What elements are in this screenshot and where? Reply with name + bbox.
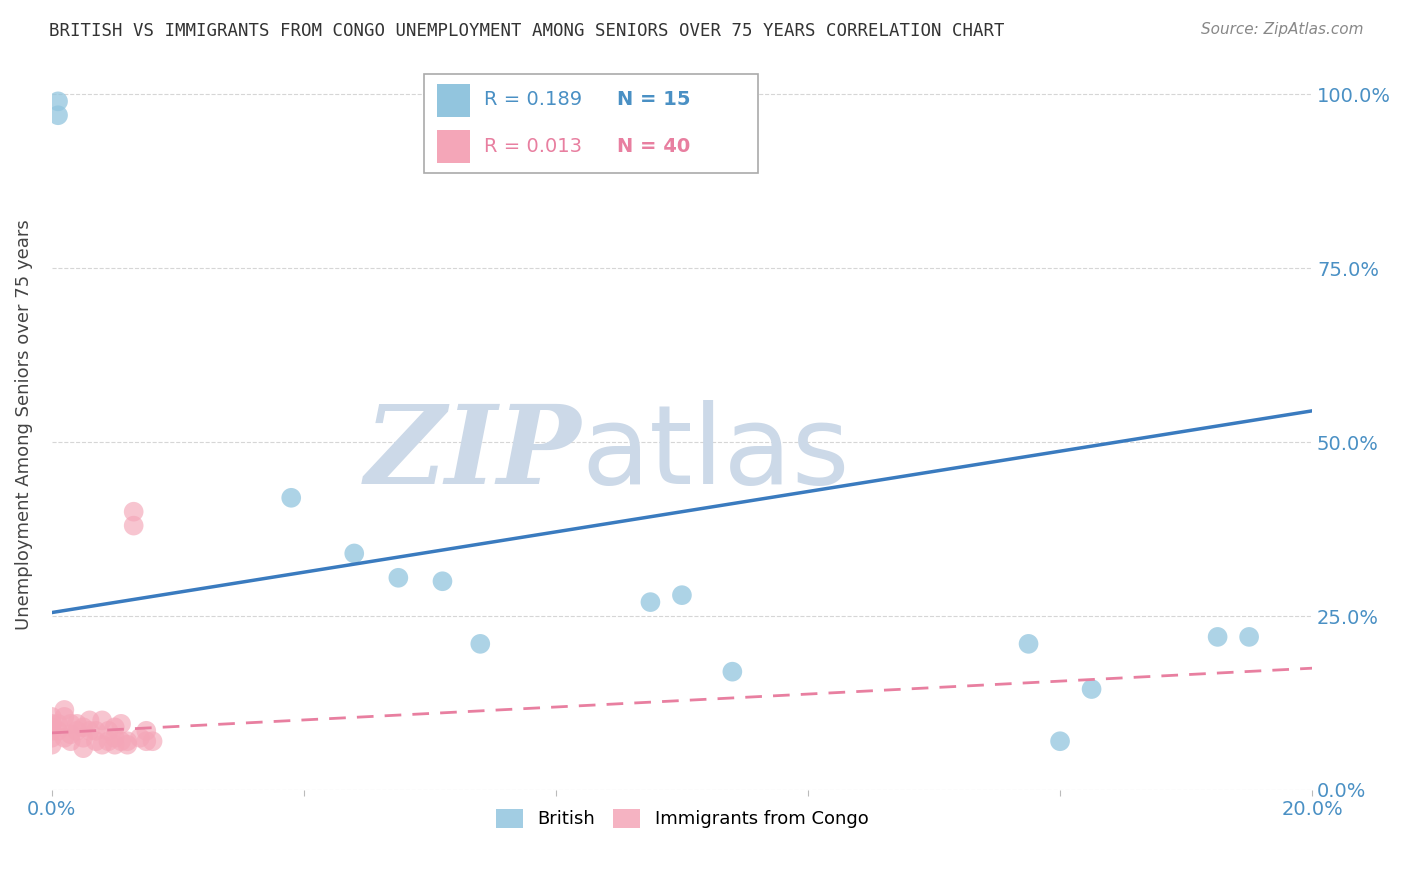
Point	[41, 738, 63, 752]
Point	[343, 546, 366, 560]
Text: ZIP: ZIP	[364, 401, 581, 508]
Y-axis label: Unemployment Among Seniors over 75 years: Unemployment Among Seniors over 75 years	[15, 219, 32, 630]
Legend: British, Immigrants from Congo: British, Immigrants from Congo	[488, 802, 876, 836]
Point	[66, 723, 89, 738]
Point	[721, 665, 744, 679]
Point	[53, 731, 76, 745]
Point	[387, 571, 409, 585]
Point	[129, 731, 152, 745]
Point	[79, 714, 101, 728]
Point	[110, 734, 132, 748]
Point	[432, 574, 454, 589]
Point	[72, 720, 94, 734]
Point	[84, 723, 107, 738]
Point	[41, 723, 63, 738]
Point	[280, 491, 302, 505]
Point	[117, 734, 139, 748]
Point	[135, 723, 157, 738]
Text: atlas: atlas	[581, 401, 849, 508]
Point	[104, 731, 127, 745]
Point	[41, 710, 63, 724]
Point	[640, 595, 662, 609]
Text: BRITISH VS IMMIGRANTS FROM CONGO UNEMPLOYMENT AMONG SENIORS OVER 75 YEARS CORREL: BRITISH VS IMMIGRANTS FROM CONGO UNEMPLO…	[49, 22, 1005, 40]
Point	[122, 505, 145, 519]
Point	[1018, 637, 1040, 651]
Point	[46, 108, 69, 122]
Point	[1206, 630, 1229, 644]
Point	[41, 720, 63, 734]
Point	[671, 588, 693, 602]
Text: Source: ZipAtlas.com: Source: ZipAtlas.com	[1201, 22, 1364, 37]
Point	[91, 714, 114, 728]
Point	[110, 716, 132, 731]
Point	[59, 716, 82, 731]
Point	[79, 723, 101, 738]
Point	[122, 518, 145, 533]
Point	[66, 716, 89, 731]
Point	[142, 734, 165, 748]
Point	[41, 731, 63, 745]
Point	[53, 703, 76, 717]
Point	[53, 710, 76, 724]
Point	[1049, 734, 1071, 748]
Point	[104, 720, 127, 734]
Point	[72, 741, 94, 756]
Point	[135, 734, 157, 748]
Point	[59, 727, 82, 741]
Point	[470, 637, 492, 651]
Point	[46, 723, 69, 738]
Point	[117, 738, 139, 752]
Point	[97, 723, 120, 738]
Point	[84, 734, 107, 748]
Point	[41, 716, 63, 731]
Point	[1237, 630, 1260, 644]
Point	[59, 734, 82, 748]
Point	[97, 734, 120, 748]
Point	[46, 95, 69, 109]
Point	[46, 716, 69, 731]
Point	[72, 731, 94, 745]
Point	[91, 738, 114, 752]
Point	[1080, 681, 1102, 696]
Point	[104, 738, 127, 752]
